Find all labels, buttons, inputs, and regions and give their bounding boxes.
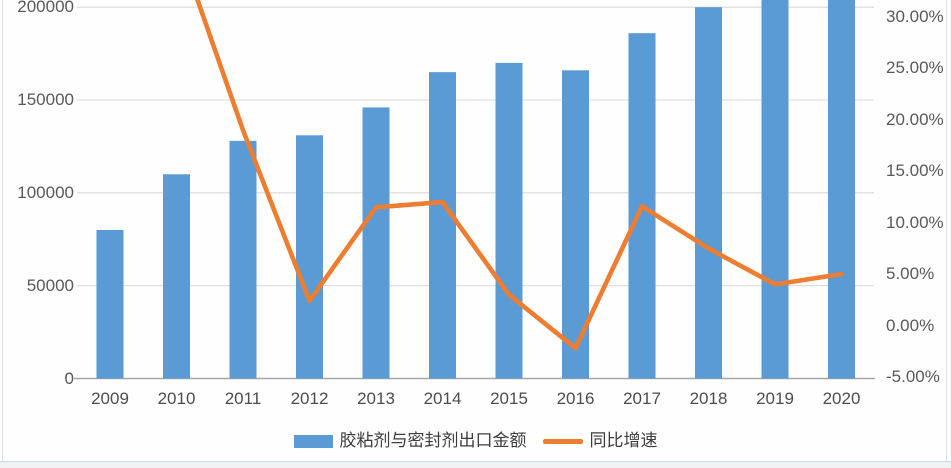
right-axis-tick-0.00%: 0.00% — [886, 315, 935, 335]
right-axis-tick-5.00%: 5.00% — [886, 264, 935, 284]
legend: 胶粘剂与密封剂出口金额 同比增速 — [0, 429, 951, 453]
x-axis-tick-2015: 2015 — [490, 389, 528, 408]
legend-line-swatch — [542, 438, 583, 444]
bar-2010 — [163, 174, 190, 379]
bar-2009 — [96, 229, 124, 379]
bar-2020 — [828, 0, 855, 379]
page-left-border — [2, 0, 3, 463]
right-axis-tick-25.00%: 25.00% — [886, 58, 944, 78]
x-axis-tick-2018: 2018 — [689, 389, 728, 408]
right-axis-tick-10.00%: 10.00% — [886, 212, 944, 232]
legend-bar-label: 胶粘剂与密封剂出口金额 — [339, 431, 527, 450]
page-bottom-border — [0, 461, 951, 468]
x-axis-tick-2010: 2010 — [157, 389, 196, 408]
legend-line-label: 同比增速 — [589, 431, 658, 450]
bar-2019 — [761, 0, 789, 379]
right-axis-tick--5.00%: -5.00% — [886, 367, 940, 386]
right-axis-tick-20.00%: 20.00% — [886, 109, 944, 129]
bar-2012 — [296, 135, 323, 379]
x-axis-tick-2016: 2016 — [556, 389, 595, 408]
bar-2015 — [495, 62, 523, 379]
x-axis-tick-2009: 2009 — [91, 389, 129, 408]
x-axis-tick-2013: 2013 — [357, 389, 395, 408]
left-axis-tick-200000: 200000 — [17, 0, 74, 17]
x-axis-tick-2012: 2012 — [290, 389, 329, 408]
right-axis-tick-30.00%: 30.00% — [886, 6, 944, 26]
x-axis-tick-2011: 2011 — [224, 389, 262, 408]
x-axis-tick-2020: 2020 — [822, 389, 861, 408]
right-axis-tick-15.00%: 15.00% — [886, 161, 944, 181]
x-axis-tick-2017: 2017 — [623, 389, 661, 408]
bar-2013 — [362, 107, 390, 379]
bar-2014 — [429, 72, 456, 379]
x-axis-tick-2014: 2014 — [423, 389, 462, 408]
legend-bar-swatch — [293, 434, 333, 448]
left-axis-tick-150000: 150000 — [17, 90, 74, 109]
bar-2018 — [695, 7, 722, 379]
x-axis-tick-2019: 2019 — [756, 389, 794, 408]
left-axis-tick-50000: 50000 — [26, 275, 74, 295]
left-axis-tick-100000: 100000 — [17, 182, 74, 202]
growth-line — [195, 0, 844, 351]
bar-2011 — [229, 140, 257, 379]
page-right-border — [946, 0, 947, 463]
left-axis-tick-0: 0 — [64, 368, 74, 388]
